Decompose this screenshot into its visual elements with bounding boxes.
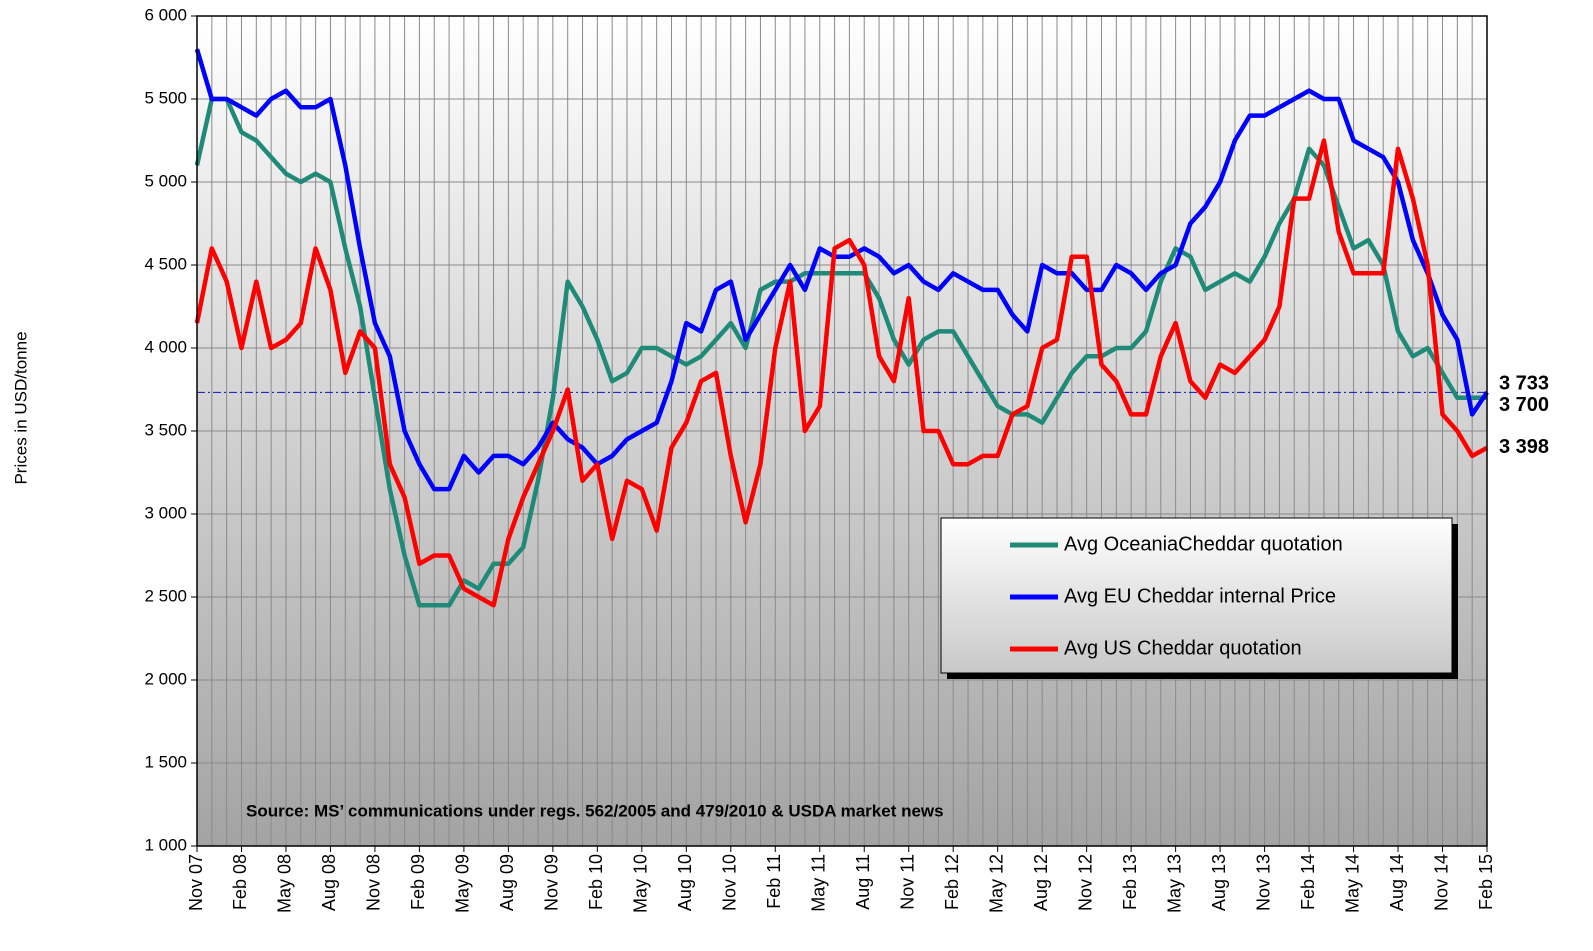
legend-label: Avg EU Cheddar internal Price [1064,585,1336,607]
end-label: 3 733 [1499,373,1549,395]
x-tick-label: Aug 09 [497,854,517,911]
x-tick-label: Nov 14 [1431,854,1451,911]
y-tick-label: 4 000 [144,337,187,356]
series-line [194,96,1487,608]
x-tick-label: Feb 08 [230,854,250,910]
end-label: 3 398 [1499,436,1549,458]
x-tick-label: Feb 15 [1476,854,1496,910]
x-tick-label: Feb 12 [942,854,962,910]
legend-label: Avg US Cheddar quotation [1064,637,1302,659]
x-tick-label: Aug 13 [1209,854,1229,911]
series-line [194,48,1489,492]
x-tick-label: Nov 08 [364,854,384,911]
source-note: Source: MS’ communications under regs. 5… [246,801,944,820]
y-tick-label: 5 500 [144,88,187,107]
x-tick-label: May 08 [275,854,295,913]
x-tick-label: May 13 [1164,854,1184,913]
x-tick-label: May 14 [1342,854,1362,913]
y-tick-label: 3 500 [144,420,187,439]
x-tick-label: May 09 [453,854,473,913]
x-tick-label: Nov 12 [1075,854,1095,911]
x-tick-label: Aug 12 [1031,854,1051,911]
y-tick-label: 2 000 [144,669,187,688]
y-tick-label: 1 500 [144,752,187,771]
y-tick-label: 3 000 [144,503,187,522]
end-label: 3 700 [1499,394,1549,416]
x-tick-label: May 11 [809,854,829,912]
x-tick-label: Nov 13 [1253,854,1273,911]
x-tick-label: Feb 10 [586,854,606,910]
x-tick-label: Nov 11 [897,854,917,910]
x-tick-label: Feb 14 [1298,854,1318,910]
x-tick-label: May 10 [631,854,651,913]
x-tick-label: Nov 07 [186,854,206,911]
x-tick-label: Aug 11 [853,854,873,910]
y-tick-label: 5 000 [144,171,187,190]
x-tick-label: May 12 [986,854,1006,913]
x-tick-label: Aug 08 [319,854,339,911]
x-tick-label: Aug 14 [1387,854,1407,911]
x-tick-label: Nov 10 [720,854,740,911]
x-tick-label: Feb 13 [1120,854,1140,910]
legend-label: Avg OceaniaCheddar quotation [1064,533,1343,555]
y-tick-label: 4 500 [144,254,187,273]
x-tick-label: Aug 10 [675,854,695,911]
x-tick-label: Nov 09 [542,854,562,911]
y-tick-label: 6 000 [144,5,187,24]
y-tick-label: 1 000 [144,835,187,854]
x-tick-label: Feb 09 [408,854,428,910]
series-line [194,138,1489,608]
y-axis-title: Prices in USD/tonne [11,331,30,484]
y-tick-label: 2 500 [144,586,187,605]
x-tick-label: Feb 11 [764,854,784,909]
